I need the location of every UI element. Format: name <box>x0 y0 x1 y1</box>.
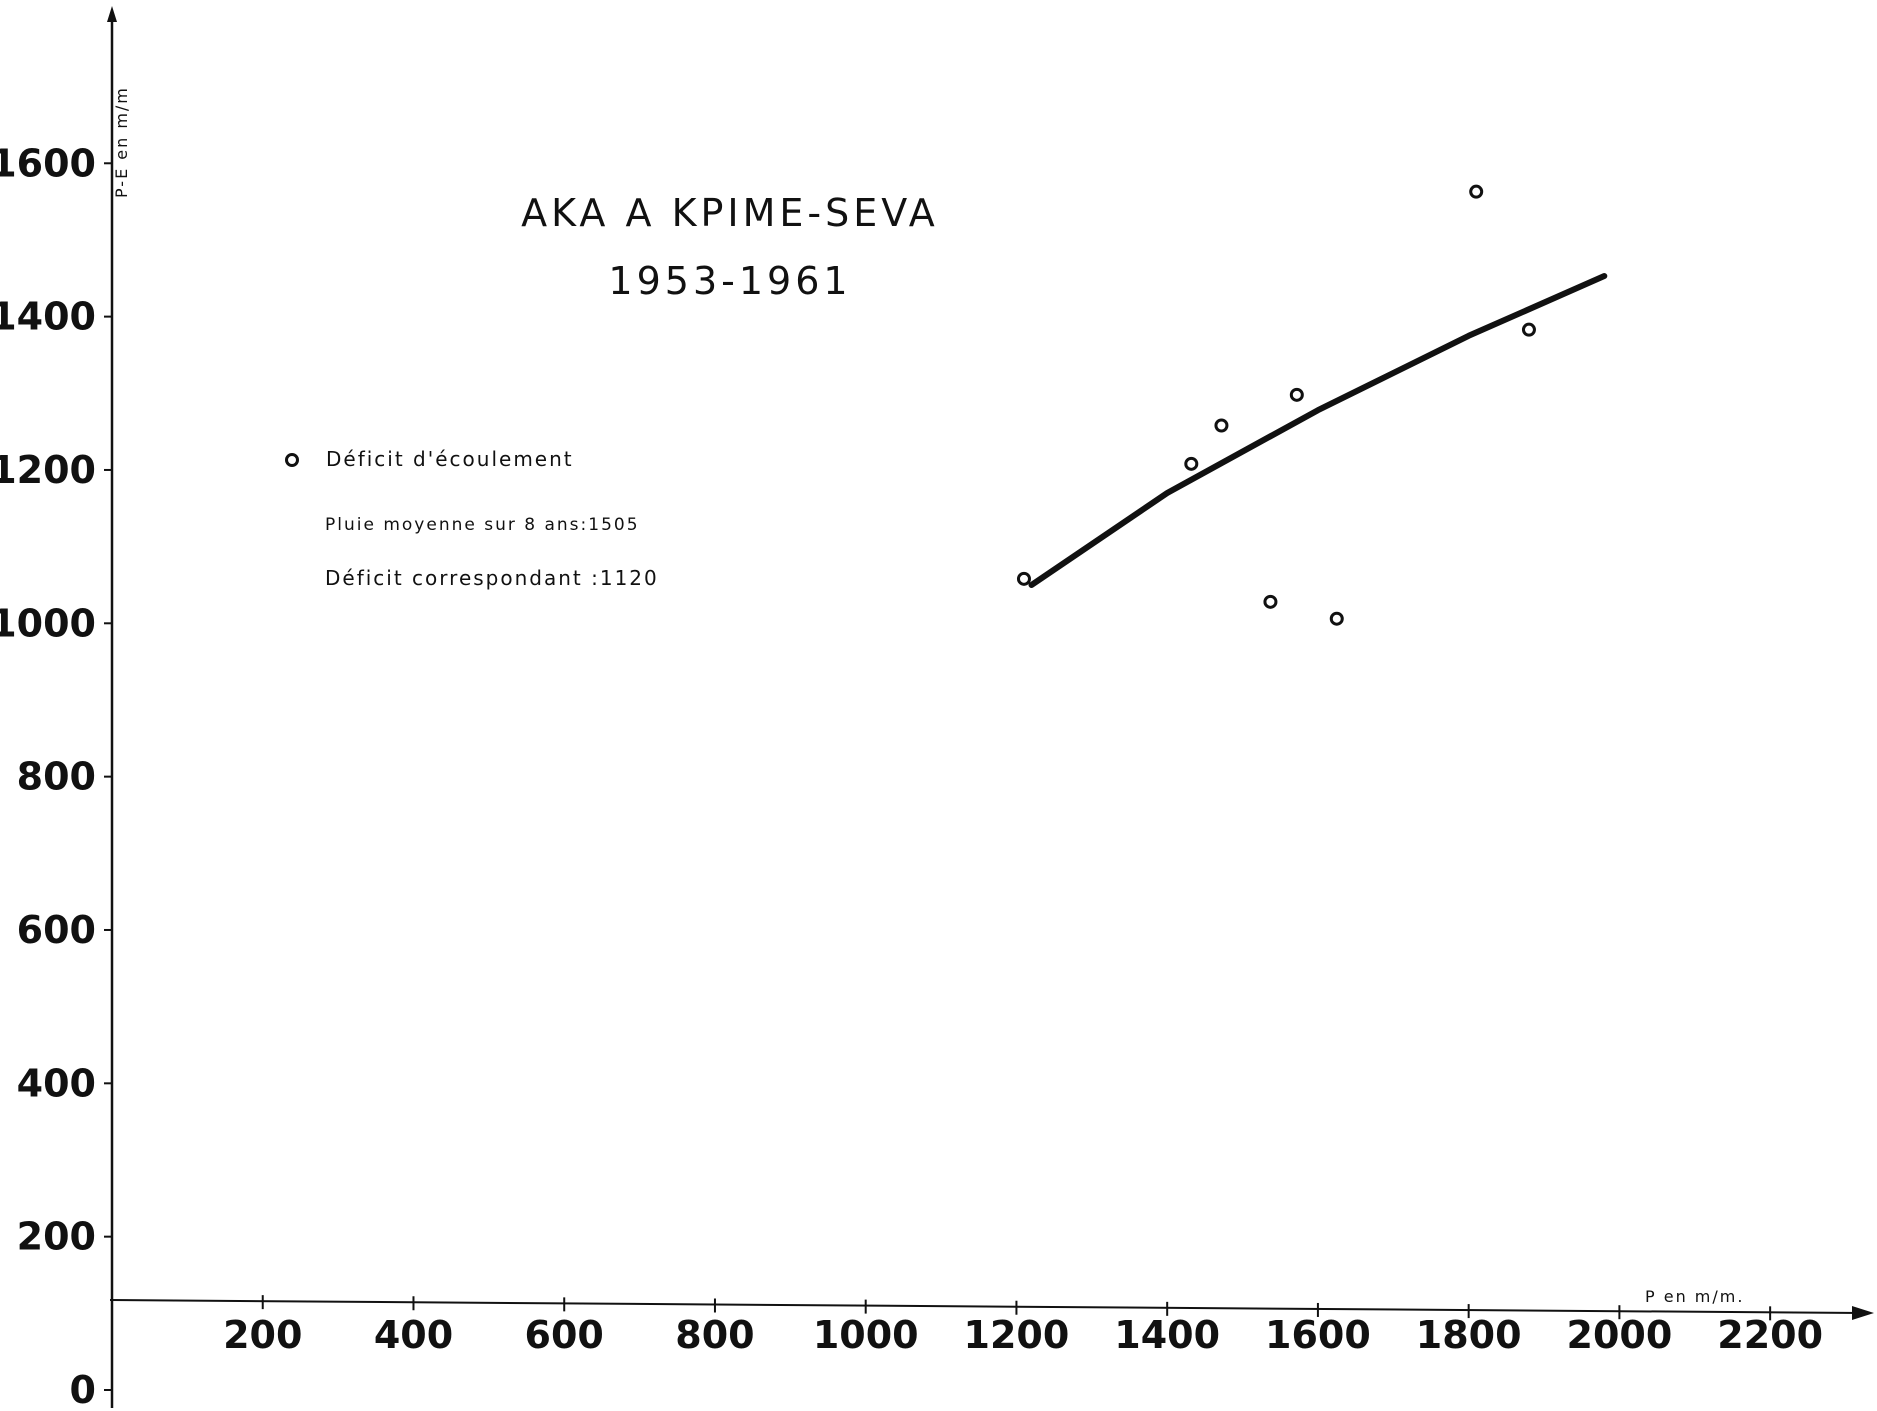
y-tick-label: 600 <box>17 908 96 952</box>
y-axis-title: P-E en m/m <box>112 86 131 198</box>
points-layer <box>1016 184 1536 626</box>
data-point <box>1469 184 1484 199</box>
x-axis-arrow <box>1852 1306 1874 1320</box>
x-tick-label: 2000 <box>1567 1313 1673 1357</box>
trend-layer <box>1028 273 1608 588</box>
y-tick-label: 1600 <box>0 141 96 185</box>
y-tick-label: 400 <box>17 1061 96 1105</box>
y-tick-label: 1200 <box>0 448 96 492</box>
y-tick-label: 200 <box>17 1215 96 1259</box>
note-mean-rainfall: Pluie moyenne sur 8 ans:1505 <box>325 515 640 535</box>
legend-marker <box>285 453 299 467</box>
x-tick-label: 1200 <box>964 1313 1070 1357</box>
data-point <box>1521 322 1536 337</box>
x-tick-label: 1000 <box>813 1313 919 1357</box>
axes <box>107 6 1874 1408</box>
chart-subtitle: 1953-1961 <box>608 259 851 303</box>
data-point <box>1214 418 1229 433</box>
data-point <box>1184 456 1199 471</box>
ticks: 0 200 400 600 800 1000 1200 1400 1600 200 400 600 80… <box>0 141 1823 1411</box>
x-tick-label: 200 <box>223 1313 302 1357</box>
data-point <box>1329 611 1344 626</box>
x-axis-line <box>109 1299 1863 1314</box>
chart-title: AKA A KPIME-SEVA <box>521 191 939 235</box>
x-axis-title: P en m/m. <box>1645 1287 1744 1306</box>
x-tick-label: 600 <box>525 1313 604 1357</box>
data-point <box>1016 571 1031 586</box>
legend-label: Déficit d'écoulement <box>326 447 574 471</box>
data-point <box>1263 594 1278 609</box>
x-tick-label: 1800 <box>1416 1313 1522 1357</box>
y-tick-label: 800 <box>17 755 96 799</box>
legend: Déficit d'écoulement <box>285 447 574 471</box>
x-tick-label: 400 <box>374 1313 453 1357</box>
x-tick-label: 2200 <box>1717 1313 1823 1357</box>
x-tick-label: 800 <box>675 1313 754 1357</box>
trend-line <box>1028 273 1608 588</box>
y-tick-label: 0 <box>70 1368 96 1411</box>
data-point <box>1289 387 1304 402</box>
y-axis-arrow <box>107 6 117 22</box>
x-tick-label: 1400 <box>1114 1313 1220 1357</box>
note-deficit: Déficit correspondant :1120 <box>325 566 659 590</box>
x-tick-label: 1600 <box>1265 1313 1371 1357</box>
y-tick-label: 1000 <box>0 601 96 645</box>
y-tick-label: 1400 <box>0 295 96 339</box>
